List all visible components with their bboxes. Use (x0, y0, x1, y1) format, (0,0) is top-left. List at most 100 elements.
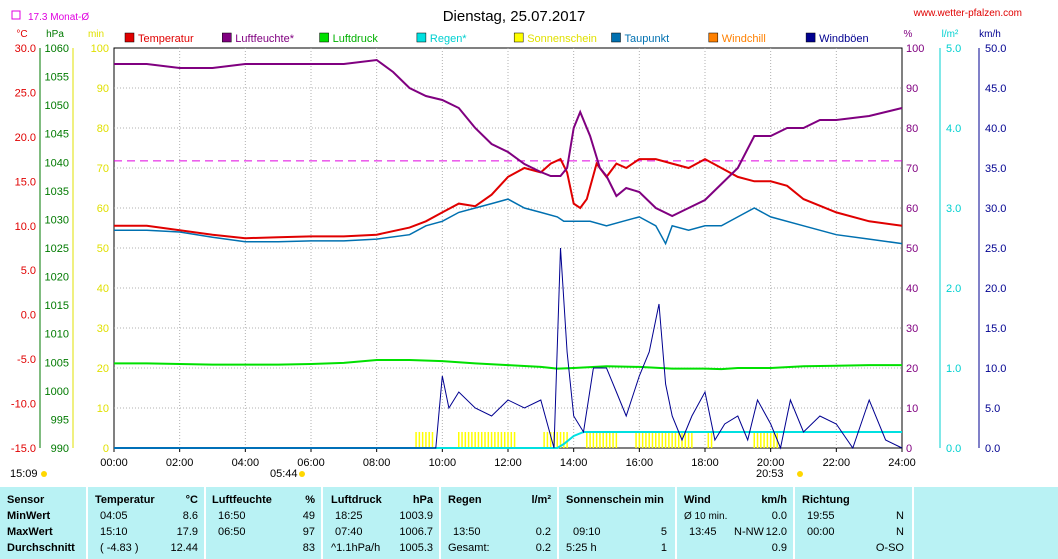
stats-regen-title: Regen (448, 494, 482, 506)
sunshine-axis-tick: 90 (97, 83, 109, 95)
stats-luftdruck-min-time: 18:25 (335, 510, 363, 522)
rain-axis-tick: 5.0 (946, 43, 961, 55)
stats-sensor-title: Sensor (7, 494, 45, 506)
temperature-axis-tick: 15.0 (15, 176, 36, 188)
stats-regen-unit: l/m² (531, 494, 551, 506)
website-label: www.wetter-pfalzen.com (913, 8, 1022, 19)
temperature-axis-tick: 25.0 (15, 87, 36, 99)
stats-temperatur-avg-extra: ( -4.83 ) (100, 542, 139, 554)
stats-regen-total-value: 0.2 (535, 542, 551, 554)
stats-wind-avg10-value: 0.0 (771, 510, 787, 522)
temperature-axis-tick: -15.0 (11, 443, 36, 455)
stats-temperatur-avg-value: 12.44 (170, 542, 198, 554)
temperature-axis-tick: 20.0 (15, 132, 36, 144)
x-axis-tick-label: 14:00 (560, 457, 588, 469)
stats-regen-total-label: Gesamt: (448, 542, 490, 554)
pressure-axis-tick: 1030 (45, 214, 69, 226)
stats-sonnenschein-max-time: 09:10 (573, 526, 601, 538)
wind-axis-tick: 50.0 (985, 43, 1006, 55)
pressure-axis-tick: 1050 (45, 100, 69, 112)
rain-axis-tick: 3.0 (946, 203, 961, 215)
x-axis-tick-label: 24:00 (888, 457, 916, 469)
temperature-axis-tick: 10.0 (15, 221, 36, 233)
pressure-axis-tick: 1040 (45, 157, 69, 169)
sunrise-time: 05:44 (270, 468, 298, 480)
series-line-luftdruck (114, 359, 902, 371)
footer-time-left: 15:09 (10, 468, 38, 480)
wind-axis-tick: 15.0 (985, 323, 1006, 335)
pressure-axis-tick: 1060 (45, 43, 69, 55)
stats-sonnenschein-avg-value: 1 (660, 542, 667, 554)
stats-wind-max-time: 13:45 (689, 526, 717, 538)
unit-pressure: hPa (46, 29, 64, 40)
pressure-axis-tick: 995 (51, 414, 69, 426)
sunshine-axis-tick: 50 (97, 243, 109, 255)
legend-swatch (513, 32, 524, 43)
chart-title: Dienstag, 25.07.2017 (443, 8, 586, 25)
legend-swatch (416, 32, 427, 43)
legend-label: Windböen (819, 33, 869, 45)
rain-axis-tick: 0.0 (946, 443, 961, 455)
humidity-axis-tick: 60 (906, 203, 918, 215)
pressure-axis-tick: 1015 (45, 300, 69, 312)
sunshine-axis-tick: 40 (97, 283, 109, 295)
stats-richtung-min-time: 19:55 (807, 510, 835, 522)
legend-label: Regen* (430, 33, 467, 45)
x-axis-tick-label: 16:00 (626, 457, 654, 469)
x-axis-tick-label: 02:00 (166, 457, 194, 469)
stats-col-luftdruck: Luftdruck hPa 18:25 1003.9 07:40 1006.7 … (323, 487, 441, 559)
sunset-time: 20:53 (756, 468, 784, 480)
stats-row-avg: Durchschnitt (7, 542, 75, 554)
series-line-regen (114, 431, 902, 449)
sunshine-axis-tick: 20 (97, 363, 109, 375)
x-axis-tick-label: 18:00 (691, 457, 719, 469)
stats-luftfeuchte-avg-value: 83 (302, 542, 315, 554)
stats-temperatur-max-time: 15:10 (100, 526, 128, 538)
stats-col-sensor: Sensor MinWert MaxWert Durchschnitt (0, 487, 88, 559)
legend-swatch (805, 32, 816, 43)
wind-axis-tick: 40.0 (985, 123, 1006, 135)
legend-swatch (124, 32, 135, 43)
sunshine-axis-tick: 30 (97, 323, 109, 335)
wind-axis-tick: 35.0 (985, 163, 1006, 175)
humidity-axis-tick: 30 (906, 323, 918, 335)
x-axis-tick-label: 06:00 (297, 457, 325, 469)
month-avg-label: 17.3 Monat-Ø (28, 12, 89, 23)
weather-chart: 30.0 25.0 20.0 15.0 10.0 5.0 0.0 -5.0 -10.0 -15.0… (10, 8, 1022, 480)
pressure-axis-tick: 1045 (45, 129, 69, 141)
temperature-axis-tick: -10.0 (11, 399, 36, 411)
wind-axis-tick: 10.0 (985, 363, 1006, 375)
humidity-axis-tick: 20 (906, 363, 918, 375)
pressure-axis-tick: 1025 (45, 243, 69, 255)
stats-richtung-max-time: 00:00 (807, 526, 835, 538)
legend-label: Sonnenschein (527, 33, 597, 45)
stats-luftdruck-min-value: 1003.9 (399, 510, 433, 522)
legend-label: Luftfeuchte* (235, 33, 294, 45)
wind-axis-tick: 0.0 (985, 443, 1000, 455)
unit-rain: l/m² (942, 29, 959, 40)
stats-temperatur-title: Temperatur (95, 494, 155, 506)
pressure-axis-tick: 1000 (45, 386, 69, 398)
stats-luftdruck-max-time: 07:40 (335, 526, 363, 538)
stats-luftfeuchte-unit: % (305, 494, 315, 506)
stats-richtung-title: Richtung (802, 494, 850, 506)
stats-luftfeuchte-max-value: 97 (302, 526, 315, 538)
pressure-axis-tick: 1005 (45, 357, 69, 369)
humidity-axis-tick: 50 (906, 243, 918, 255)
stats-richtung-min-value: N (896, 510, 904, 522)
month-avg-marker (11, 10, 21, 20)
humidity-axis-tick: 100 (906, 43, 924, 55)
stats-col-sonnenschein: Sonnenschein min 09:10 5 5:25 h 1 (559, 487, 677, 559)
x-axis-tick-label: 12:00 (494, 457, 522, 469)
wind-axis-tick: 45.0 (985, 83, 1006, 95)
rain-axis-tick: 4.0 (946, 123, 961, 135)
stats-luftfeuchte-max-time: 06:50 (218, 526, 246, 538)
pressure-axis-tick: 1010 (45, 329, 69, 341)
temperature-axis-tick: 5.0 (21, 265, 36, 277)
sunshine-axis-tick: 60 (97, 203, 109, 215)
sunshine-axis-tick: 0 (103, 443, 109, 455)
x-axis-tick-label: 10:00 (429, 457, 457, 469)
x-axis-tick-label: 00:00 (100, 457, 128, 469)
wind-axis-tick: 30.0 (985, 203, 1006, 215)
stats-luftfeuchte-title: Luftfeuchte (212, 494, 272, 506)
